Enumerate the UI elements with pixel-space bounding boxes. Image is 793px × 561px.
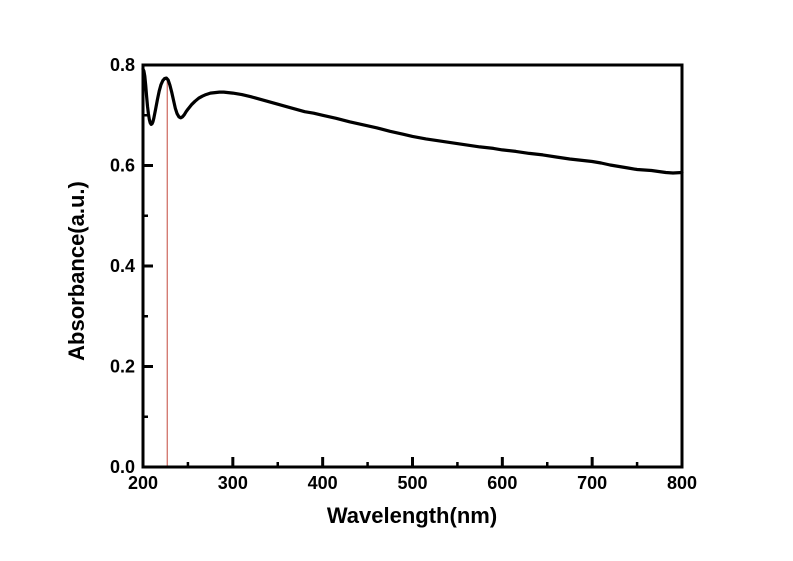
x-tick-label: 800 xyxy=(667,473,697,493)
spectrum-curve xyxy=(141,67,684,175)
axes-frame xyxy=(141,63,684,469)
x-tick-label: 600 xyxy=(487,473,517,493)
x-tick-label: 500 xyxy=(397,473,427,493)
x-tick-label: 200 xyxy=(128,473,158,493)
y-tick-label: 0.0 xyxy=(110,457,135,477)
y-tick-label: 0.2 xyxy=(110,357,135,377)
y-tick-label: 0.8 xyxy=(110,55,135,75)
x-tick-label: 700 xyxy=(577,473,607,493)
x-axis-title: Wavelength(nm) xyxy=(327,503,497,528)
y-tick-label: 0.4 xyxy=(110,256,135,276)
x-tick-label: 300 xyxy=(218,473,248,493)
y-axis-title: Absorbance(a.u.) xyxy=(64,181,89,361)
x-tick-label: 400 xyxy=(308,473,338,493)
y-tick-label: 0.6 xyxy=(110,156,135,176)
